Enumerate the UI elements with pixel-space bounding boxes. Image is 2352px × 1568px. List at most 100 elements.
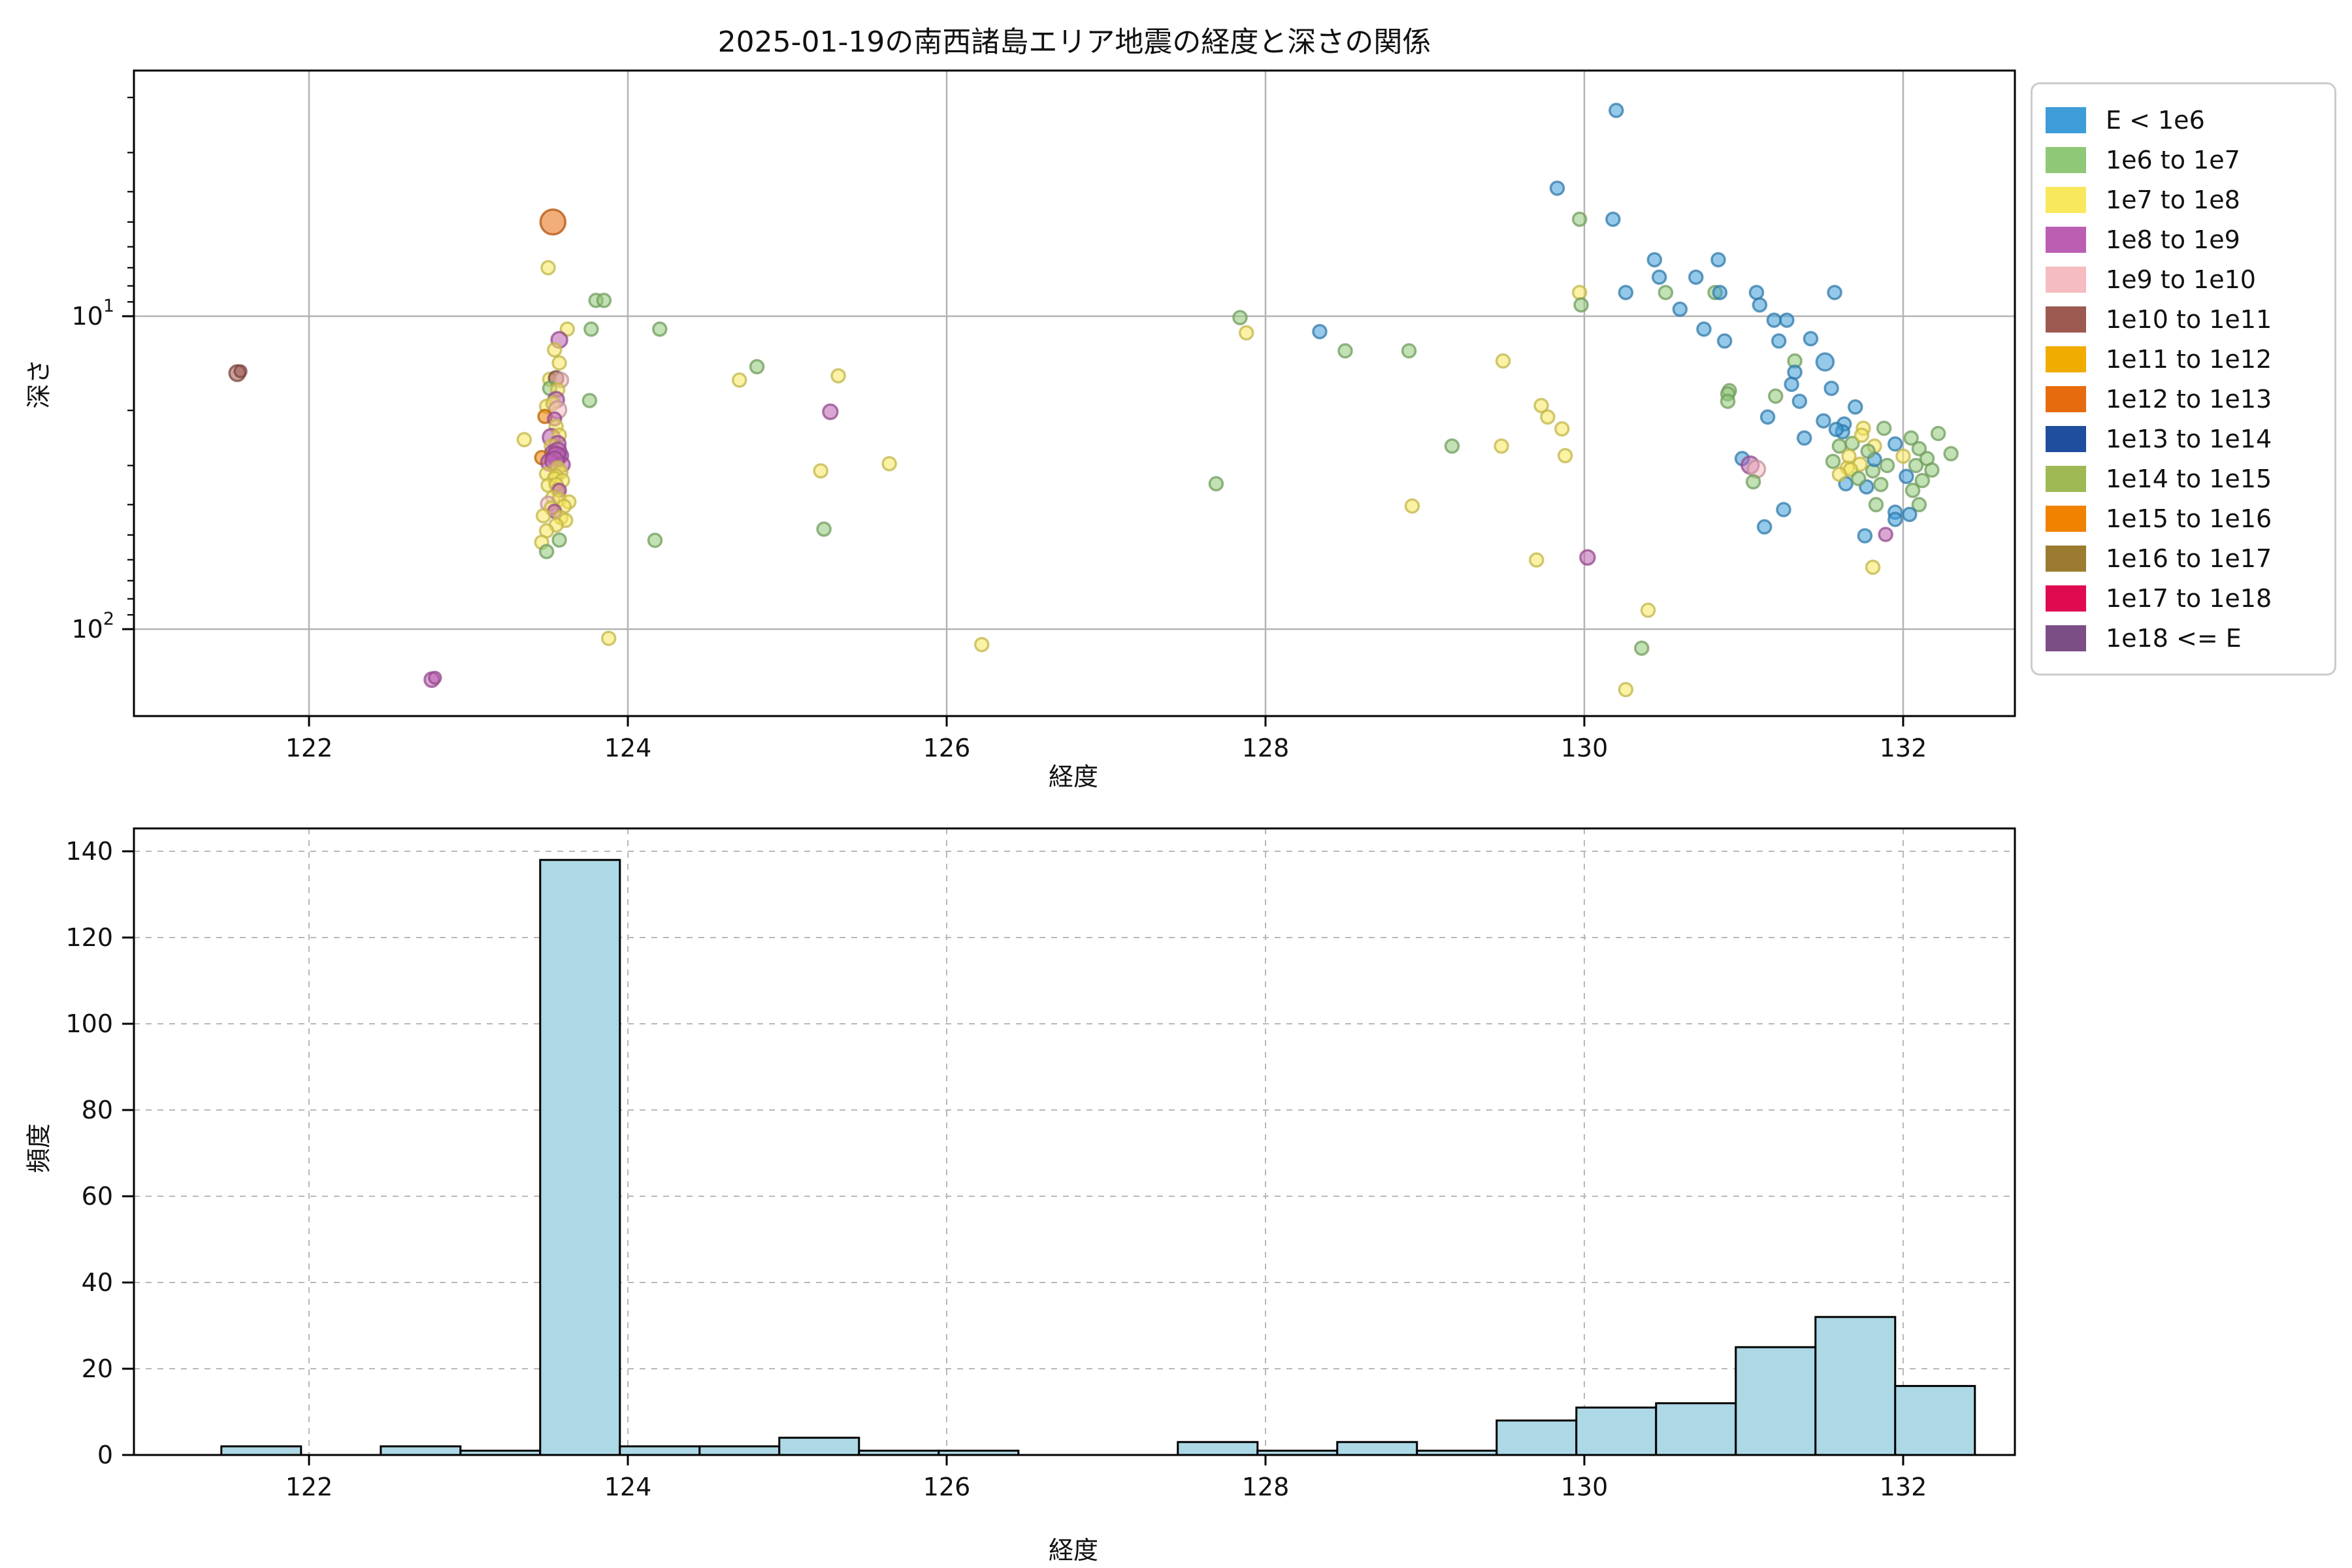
histogram-x-tick-label: 126 bbox=[923, 1473, 971, 1501]
legend-label: 1e18 <= E bbox=[2106, 623, 2242, 653]
histogram-bar bbox=[1495, 1419, 1578, 1456]
histogram-bar bbox=[380, 1445, 462, 1456]
data-point bbox=[428, 670, 442, 685]
legend-swatch bbox=[2046, 186, 2086, 213]
data-point bbox=[1902, 506, 1918, 523]
scatter-x-tick-label: 124 bbox=[604, 734, 652, 762]
scatter-x-axis-label: 経度 bbox=[1049, 762, 1099, 791]
data-point bbox=[1716, 333, 1733, 349]
legend-swatch bbox=[2046, 106, 2086, 133]
data-point bbox=[1579, 549, 1596, 566]
data-point bbox=[1796, 430, 1812, 446]
histogram-y-tick-label: 60 bbox=[82, 1182, 113, 1211]
legend-item: 1e17 to 1e18 bbox=[2046, 578, 2321, 618]
data-point bbox=[535, 508, 551, 524]
data-point bbox=[1557, 448, 1573, 464]
data-point bbox=[1494, 438, 1509, 454]
data-point bbox=[1848, 399, 1863, 415]
data-point bbox=[540, 260, 556, 276]
histogram-x-tick-label: 130 bbox=[1561, 1473, 1609, 1501]
data-point bbox=[1887, 436, 1903, 452]
legend-swatch bbox=[2046, 545, 2086, 572]
data-point bbox=[1720, 393, 1736, 409]
data-point bbox=[1752, 297, 1768, 313]
histogram-bar bbox=[539, 858, 621, 1456]
histogram-y-tick-label: 120 bbox=[65, 923, 113, 952]
legend-label: 1e9 to 1e10 bbox=[2106, 265, 2256, 294]
legend-item: 1e10 to 1e11 bbox=[2046, 299, 2321, 339]
histogram-bar bbox=[1575, 1406, 1658, 1456]
data-point bbox=[1710, 252, 1726, 268]
legend-swatch bbox=[2046, 585, 2086, 612]
data-point bbox=[1495, 353, 1511, 369]
legend-label: 1e15 to 1e16 bbox=[2106, 504, 2272, 533]
histogram-bar bbox=[1177, 1441, 1259, 1456]
data-point bbox=[596, 293, 612, 308]
data-point bbox=[881, 455, 897, 472]
legend-label: 1e12 to 1e13 bbox=[2106, 384, 2272, 414]
legend-item: 1e15 to 1e16 bbox=[2046, 498, 2321, 538]
data-point bbox=[1618, 284, 1634, 301]
data-point bbox=[1876, 420, 1892, 436]
data-point bbox=[1554, 421, 1570, 437]
data-point bbox=[1841, 448, 1857, 464]
data-point bbox=[1533, 398, 1549, 414]
legend-label: 1e11 to 1e12 bbox=[2106, 344, 2272, 374]
data-point bbox=[1779, 312, 1795, 328]
data-point bbox=[1827, 284, 1842, 301]
data-point bbox=[1831, 466, 1848, 482]
data-point bbox=[1573, 297, 1589, 313]
data-point bbox=[830, 368, 846, 384]
data-point bbox=[732, 372, 747, 388]
scatter-x-tick-label: 130 bbox=[1561, 734, 1609, 762]
data-point bbox=[1903, 430, 1919, 446]
data-point bbox=[1854, 427, 1870, 443]
data-point bbox=[647, 532, 663, 548]
data-point bbox=[1404, 498, 1420, 514]
legend-item: 1e9 to 1e10 bbox=[2046, 259, 2321, 299]
scatter-y-tick-label: 101 bbox=[71, 296, 114, 331]
data-point bbox=[1444, 438, 1460, 454]
histogram-y-axis-label: 頻度 bbox=[24, 1123, 54, 1173]
scatter-plot: 122 124 126 128 130 132 101 102 bbox=[71, 69, 2016, 762]
histogram-y-tick-label: 80 bbox=[82, 1096, 113, 1124]
data-point bbox=[1887, 512, 1903, 527]
data-point bbox=[1401, 343, 1417, 359]
scatter-x-tick-label: 122 bbox=[286, 734, 333, 762]
legend-label: 1e17 to 1e18 bbox=[2106, 583, 2272, 613]
data-point bbox=[539, 208, 567, 236]
data-point bbox=[1618, 681, 1634, 698]
data-point bbox=[1571, 284, 1588, 301]
scatter-x-tick-label: 132 bbox=[1880, 734, 1927, 762]
data-point bbox=[1911, 497, 1927, 513]
data-point bbox=[1756, 519, 1772, 535]
legend-label: E < 1e6 bbox=[2106, 105, 2205, 135]
data-point bbox=[1712, 284, 1728, 301]
data-point bbox=[1748, 284, 1765, 301]
scatter-y-tick-label: 102 bbox=[71, 609, 114, 644]
data-point bbox=[1828, 421, 1844, 438]
data-point bbox=[581, 393, 598, 408]
data-point bbox=[600, 630, 617, 646]
data-point bbox=[1238, 325, 1254, 341]
data-point bbox=[1540, 409, 1556, 425]
legend-item: 1e6 to 1e7 bbox=[2046, 140, 2321, 180]
data-point bbox=[816, 521, 832, 537]
legend-swatch bbox=[2046, 385, 2086, 412]
data-point bbox=[551, 355, 567, 371]
legend-swatch bbox=[2046, 625, 2086, 651]
legend-label: 1e13 to 1e14 bbox=[2106, 424, 2272, 453]
data-point bbox=[516, 432, 532, 448]
data-point bbox=[1895, 448, 1911, 464]
legend: E < 1e6 1e6 to 1e7 1e7 to 1e8 1e8 to 1e9 1e9… bbox=[2031, 82, 2336, 676]
histogram-bar bbox=[1336, 1441, 1418, 1456]
scatter-x-tick-label: 126 bbox=[923, 734, 971, 762]
data-point bbox=[547, 342, 563, 358]
data-point bbox=[1232, 310, 1248, 325]
data-point bbox=[1868, 497, 1884, 513]
histogram-bar bbox=[698, 1445, 781, 1456]
data-point bbox=[822, 403, 839, 421]
legend-label: 1e8 to 1e9 bbox=[2106, 225, 2240, 254]
data-point bbox=[1766, 312, 1782, 328]
data-point bbox=[1549, 180, 1565, 196]
